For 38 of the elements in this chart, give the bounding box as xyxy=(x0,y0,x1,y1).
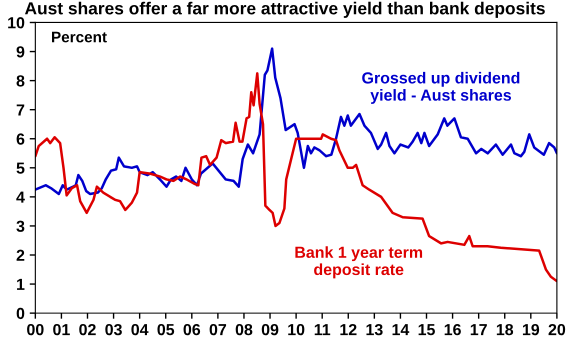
chart-title: Aust shares offer a far more attractive yield than bank deposits xyxy=(24,2,545,18)
x-tick-label: 11 xyxy=(314,324,330,336)
x-tick-label: 18 xyxy=(496,324,514,336)
x-tick-label: 13 xyxy=(366,324,383,336)
x-tick-label: 09 xyxy=(262,324,278,336)
x-tick-label: 05 xyxy=(157,324,174,336)
x-tick-label: 12 xyxy=(340,324,357,336)
y-tick-label: 5 xyxy=(16,162,24,174)
x-tick-label: 08 xyxy=(236,324,252,336)
line-series xyxy=(35,72,557,282)
annotation: Percent xyxy=(52,32,107,42)
y-tick-label: 6 xyxy=(16,133,24,145)
x-tick-label: 00 xyxy=(27,324,44,336)
x-tick-label: 01 xyxy=(53,324,70,336)
x-tick-label: 02 xyxy=(79,324,96,336)
x-tick-label: 07 xyxy=(210,324,226,336)
y-tick-label: 1 xyxy=(17,278,24,290)
line-series xyxy=(35,47,557,196)
x-tick-label: 16 xyxy=(444,324,461,336)
y-tick-label: 10 xyxy=(8,17,24,28)
y-tick-label: 3 xyxy=(16,220,24,232)
y-tick-label: 0 xyxy=(16,308,24,320)
y-tick-label: 2 xyxy=(16,250,24,261)
series-label: Bank 1 year term deposit rate xyxy=(295,246,422,278)
series-label: Grossed up dividend yield - Aust shares xyxy=(362,72,520,104)
x-tick-label: 06 xyxy=(184,324,200,336)
x-tick-label: 20 xyxy=(548,324,566,336)
y-tick-label: 8 xyxy=(16,75,24,87)
y-tick-label: 4 xyxy=(16,192,25,203)
x-tick-label: 17 xyxy=(470,324,487,336)
y-tick-label: 7 xyxy=(16,104,24,116)
x-tick-label: 14 xyxy=(392,324,410,336)
x-tick-label: 10 xyxy=(288,324,304,336)
x-tick-label: 04 xyxy=(131,324,148,336)
x-tick-label: 03 xyxy=(105,324,122,336)
y-tick-label: 9 xyxy=(16,46,24,58)
x-tick-label: 19 xyxy=(522,324,540,336)
x-tick-label: 15 xyxy=(418,324,435,336)
